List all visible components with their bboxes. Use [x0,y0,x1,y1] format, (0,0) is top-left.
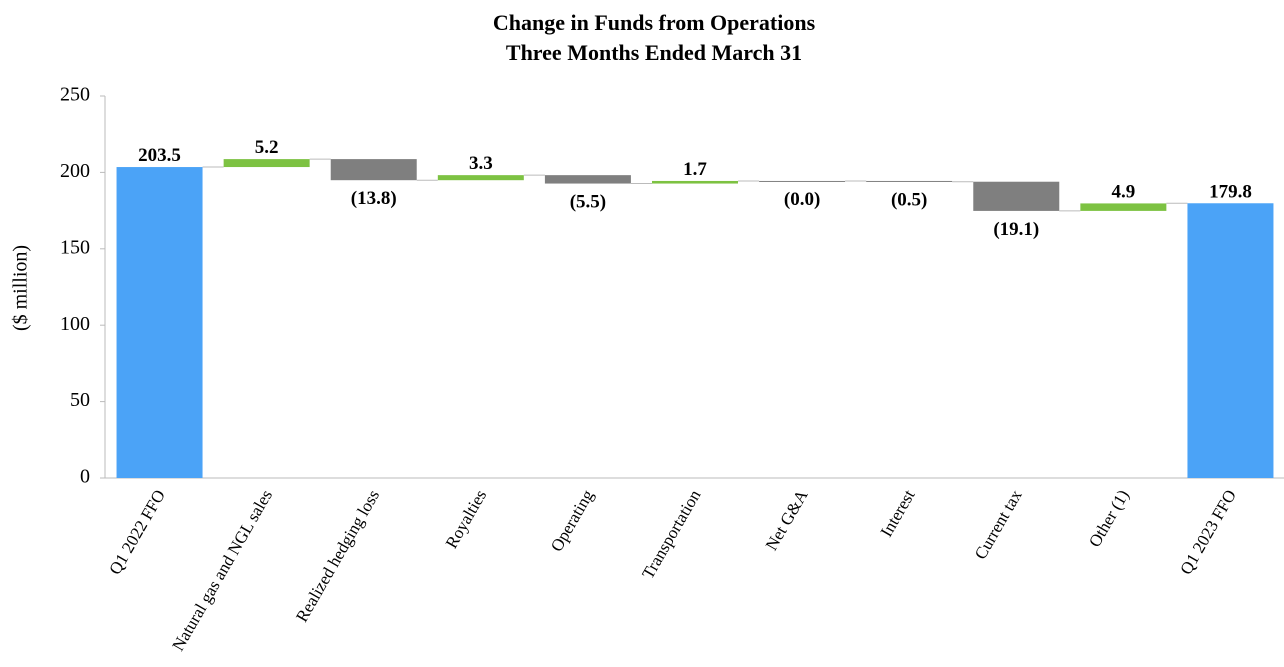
bar [330,159,417,181]
bar [544,175,631,184]
x-tick-label: Royalties [442,487,491,552]
x-tick-label: Net G&A [762,486,812,554]
data-label: 203.5 [138,145,181,166]
bar [652,180,738,184]
chart-subtitle: Three Months Ended March 31 [506,40,802,65]
x-tick-label: Q1 2022 FFO [105,487,169,578]
bar [973,181,1060,211]
x-tick-label: Interest [877,486,919,540]
x-tick-label: Transportation [638,486,704,582]
x-tick-label: Operating [547,486,598,555]
y-tick-label: 50 [70,389,90,411]
data-label: 5.2 [255,137,279,158]
x-tick-label: Current tax [971,486,1026,563]
data-label: (19.1) [993,219,1039,240]
x-tick-label: Natural gas and NGL sales [168,487,276,655]
data-label: (5.5) [570,192,606,213]
y-axis-label: ($ million) [10,245,32,331]
bar [866,180,953,182]
x-tick-label: Other (1) [1085,487,1133,551]
data-label: 179.8 [1209,181,1252,202]
x-tick-label: Realized hedging loss [292,487,383,626]
x-tick-label: Q1 2023 FFO [1176,487,1240,578]
bar [759,180,846,182]
y-tick-label: 100 [60,313,90,335]
data-label: (13.8) [351,188,397,209]
bar [1187,203,1274,478]
data-label: 4.9 [1111,181,1135,202]
bar [116,167,203,478]
bar [1080,203,1167,211]
chart-title: Change in Funds from Operations [493,10,816,35]
y-tick-label: 250 [60,84,90,106]
y-tick-label: 200 [60,160,90,182]
bar [437,175,524,181]
y-tick-label: 0 [80,466,90,488]
data-label: (0.5) [891,190,927,211]
data-label: 1.7 [683,159,707,180]
data-label: (0.0) [784,189,820,210]
y-tick-label: 150 [60,236,90,258]
data-label: 3.3 [469,153,493,174]
bar [223,159,310,168]
